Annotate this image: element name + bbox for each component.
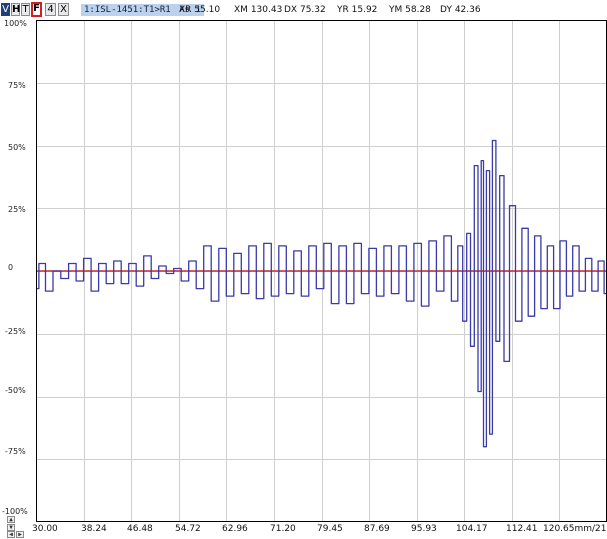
close-x-button[interactable]: X — [58, 3, 69, 16]
y-tick-label: 75% — [8, 81, 26, 90]
channel-label: 1:ISL-1451:T1>R1 — [84, 5, 171, 15]
x-tick-label: 79.45 — [317, 524, 343, 534]
y-tick-label: 50% — [8, 143, 26, 152]
x-tick-label: 87.69 — [364, 524, 390, 534]
x-tick-label: 104.17 — [456, 524, 488, 534]
readout-yr: YR 15.92 — [337, 5, 378, 15]
x-tick-label: 46.48 — [127, 524, 153, 534]
toolbar: V H T F 4 X 1:ISL-1451:T1>R1 As 1 XR 55.… — [0, 0, 607, 20]
toggle-v-button[interactable]: V — [1, 3, 10, 16]
channel-suffix: As 1 — [179, 5, 201, 15]
waveform-plot[interactable] — [36, 20, 607, 522]
x-tick-label: 62.96 — [222, 524, 248, 534]
y-tick-label: -75% — [5, 447, 26, 456]
x-tick-label: 120.65mm/21 — [543, 524, 607, 534]
arrow-up-icon[interactable]: ▲ — [7, 516, 15, 523]
x-tick-label: 54.72 — [175, 524, 201, 534]
y-tick-label: 25% — [8, 205, 26, 214]
x-tick-label: 71.20 — [270, 524, 296, 534]
arrow-down-icon[interactable]: ▼ — [7, 524, 15, 531]
y-tick-label: -25% — [5, 327, 26, 336]
toggle-4-button[interactable]: 4 — [45, 3, 56, 16]
readout-dx: DX 75.32 — [284, 5, 326, 15]
x-tick-label: 30.00 — [32, 524, 58, 534]
readout-xr: XR 55.10 — [179, 5, 221, 15]
arrow-left-icon[interactable]: ◀ — [7, 531, 15, 538]
x-tick-label: 112.41 — [506, 524, 538, 534]
toggle-t-button[interactable]: T — [21, 3, 30, 16]
x-tick-label: 95.93 — [411, 524, 437, 534]
waveform-trace — [36, 139, 607, 448]
arrow-right-icon[interactable]: ▶ — [16, 531, 24, 538]
toggle-f-button[interactable]: F — [31, 2, 42, 17]
x-tick-label: 38.24 — [81, 524, 107, 534]
toggle-h-button[interactable]: H — [11, 3, 21, 16]
y-tick-label: 100% — [4, 19, 27, 28]
y-tick-label: 0 — [8, 263, 14, 272]
y-tick-label: -100% — [2, 507, 28, 516]
y-tick-label: -50% — [5, 386, 26, 395]
readout-ym: YM 58.28 — [389, 5, 431, 15]
channel-selector[interactable]: 1:ISL-1451:T1>R1 As 1 — [81, 4, 204, 16]
readout-xm: XM 130.43 — [234, 5, 283, 15]
readout-dy: DY 42.36 — [440, 5, 481, 15]
